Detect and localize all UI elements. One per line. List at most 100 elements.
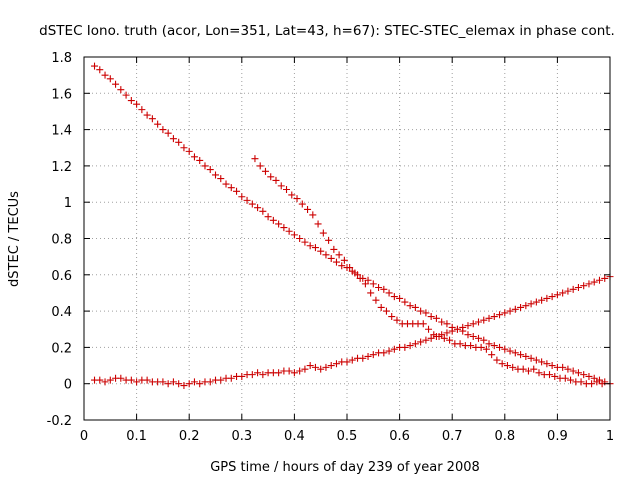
data-point: [527, 300, 535, 308]
data-point: [259, 207, 267, 215]
data-point: [332, 258, 340, 266]
data-point: [233, 187, 241, 195]
data-point: [532, 298, 540, 306]
data-point: [311, 244, 319, 252]
data-point: [506, 307, 514, 315]
data-point: [501, 309, 509, 317]
data-point: [169, 135, 177, 143]
data-point: [343, 358, 351, 366]
data-point: [411, 303, 419, 311]
data-point: [275, 220, 283, 228]
data-point: [411, 340, 419, 348]
data-point: [322, 251, 330, 259]
data-point: [319, 229, 327, 237]
data-point: [517, 351, 525, 359]
data-point: [330, 245, 338, 253]
data-point: [530, 365, 538, 373]
data-point: [243, 196, 251, 204]
data-point: [417, 338, 425, 346]
data-point: [375, 284, 383, 292]
y-tick-label: 0.2: [51, 341, 72, 356]
x-tick-label: 0.7: [442, 429, 463, 444]
data-point: [546, 371, 554, 379]
data-point: [485, 340, 493, 348]
data-point: [283, 185, 291, 193]
data-point: [372, 296, 380, 304]
data-point: [248, 200, 256, 208]
y-tick-label: 0: [64, 378, 72, 393]
data-point: [309, 211, 317, 219]
data-point: [390, 293, 398, 301]
data-point: [254, 369, 262, 377]
data-point: [543, 294, 551, 302]
y-tick-label: 0.6: [51, 269, 72, 284]
data-point: [340, 256, 348, 264]
series-descending-long: [91, 62, 614, 388]
x-tick-label: 0.1: [126, 429, 147, 444]
data-point: [280, 224, 288, 232]
data-point: [296, 235, 304, 242]
data-point: [488, 351, 496, 359]
data-point: [464, 322, 472, 330]
data-point: [580, 282, 588, 290]
data-point: [551, 372, 559, 380]
data-point: [101, 378, 109, 386]
data-point: [238, 193, 246, 201]
data-point: [377, 303, 385, 311]
data-point: [559, 363, 567, 371]
data-point: [588, 380, 596, 388]
data-point: [438, 318, 446, 326]
data-point: [185, 147, 193, 155]
data-point: [456, 340, 464, 348]
data-point: [159, 378, 167, 386]
data-point: [585, 280, 593, 288]
data-point: [269, 216, 277, 224]
data-point: [498, 360, 506, 368]
y-tick-label: 1.4: [51, 124, 72, 139]
data-point: [590, 278, 598, 286]
data-point: [475, 318, 482, 326]
data-point: [356, 274, 364, 282]
data-point: [564, 365, 572, 373]
data-point: [401, 343, 409, 351]
data-point: [290, 231, 298, 239]
data-point: [569, 285, 577, 293]
data-point: [388, 313, 396, 321]
data-point: [296, 367, 304, 375]
data-point: [561, 374, 569, 382]
y-tick-label: 1.8: [51, 51, 72, 66]
data-point: [538, 358, 546, 366]
data-point: [122, 91, 130, 99]
data-point: [511, 349, 519, 357]
data-point: [364, 276, 372, 284]
data-point: [304, 205, 312, 213]
data-point: [272, 176, 280, 184]
data-point: [577, 378, 585, 386]
data-point: [382, 307, 390, 315]
y-tick-label: 0.4: [51, 305, 72, 320]
data-points: [91, 62, 614, 390]
data-point: [264, 213, 272, 221]
data-point: [419, 320, 427, 328]
data-point: [217, 175, 225, 183]
data-point: [501, 345, 509, 353]
data-point: [511, 305, 519, 313]
gridlines: [84, 57, 610, 420]
data-point: [519, 365, 527, 373]
data-point: [380, 349, 388, 357]
data-point: [406, 302, 414, 310]
data-point: [574, 284, 582, 292]
data-point: [593, 378, 601, 386]
x-tick-label: 0.2: [179, 429, 200, 444]
data-point: [553, 291, 561, 299]
data-point: [267, 173, 275, 181]
data-point: [601, 274, 609, 282]
data-point: [574, 369, 582, 377]
data-point: [133, 100, 141, 108]
data-point: [522, 352, 530, 360]
data-point: [206, 378, 214, 386]
data-point: [164, 129, 172, 137]
data-point: [306, 362, 314, 370]
axis-ticks: [83, 56, 611, 421]
data-point: [532, 356, 540, 364]
